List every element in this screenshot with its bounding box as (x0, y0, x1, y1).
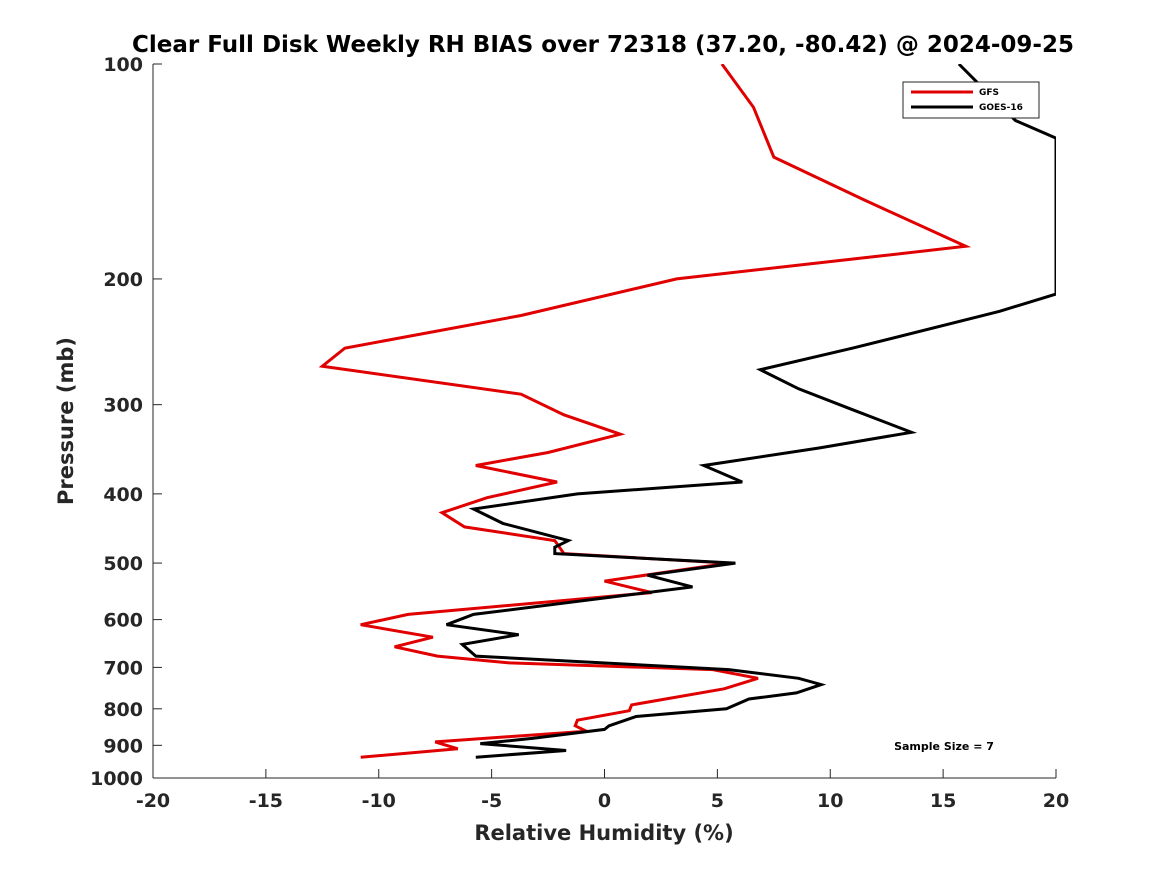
sample-size-annotation: Sample Size = 7 (894, 740, 994, 753)
x-tick-label: -20 (136, 790, 170, 812)
plot-area: -20 -15 -10 -5 0 5 10 15 20 100 200 300 400 500 600 700… (90, 54, 1069, 812)
x-axis-label: Relative Humidity (%) (474, 821, 733, 845)
x-tick-label: -5 (481, 790, 502, 812)
y-tick-label: 1000 (90, 768, 143, 790)
x-tick-label: 20 (1043, 790, 1069, 812)
y-tick-label: 500 (103, 553, 143, 575)
y-tick-label: 400 (103, 484, 143, 506)
legend-label-gfs: GFS (979, 88, 999, 98)
x-tick-label: 0 (598, 790, 611, 812)
x-tick-label: 5 (711, 790, 724, 812)
y-tick-label: 600 (103, 610, 143, 632)
y-tick-label: 800 (103, 699, 143, 721)
legend: GFS GOES-16 (902, 81, 1040, 119)
x-tick-label: -10 (362, 790, 396, 812)
chart-title: Clear Full Disk Weekly RH BIAS over 7231… (132, 32, 1074, 58)
y-tick-label: 900 (103, 735, 143, 757)
x-tick-label: 15 (930, 790, 956, 812)
y-tick-label: 100 (103, 54, 143, 76)
y-tick-label: 300 (103, 395, 143, 417)
x-tick-label: -15 (249, 790, 283, 812)
y-tick-label: 700 (103, 657, 143, 679)
series-line-goes-16 (445, 64, 1056, 759)
legend-label-goes-16: GOES-16 (979, 103, 1023, 113)
series-lines (318, 64, 1056, 759)
y-tick-label: 200 (103, 269, 143, 291)
legend-box (902, 81, 1040, 119)
y-axis-label: Pressure (mb) (54, 337, 78, 505)
x-tick-label: 10 (817, 790, 843, 812)
